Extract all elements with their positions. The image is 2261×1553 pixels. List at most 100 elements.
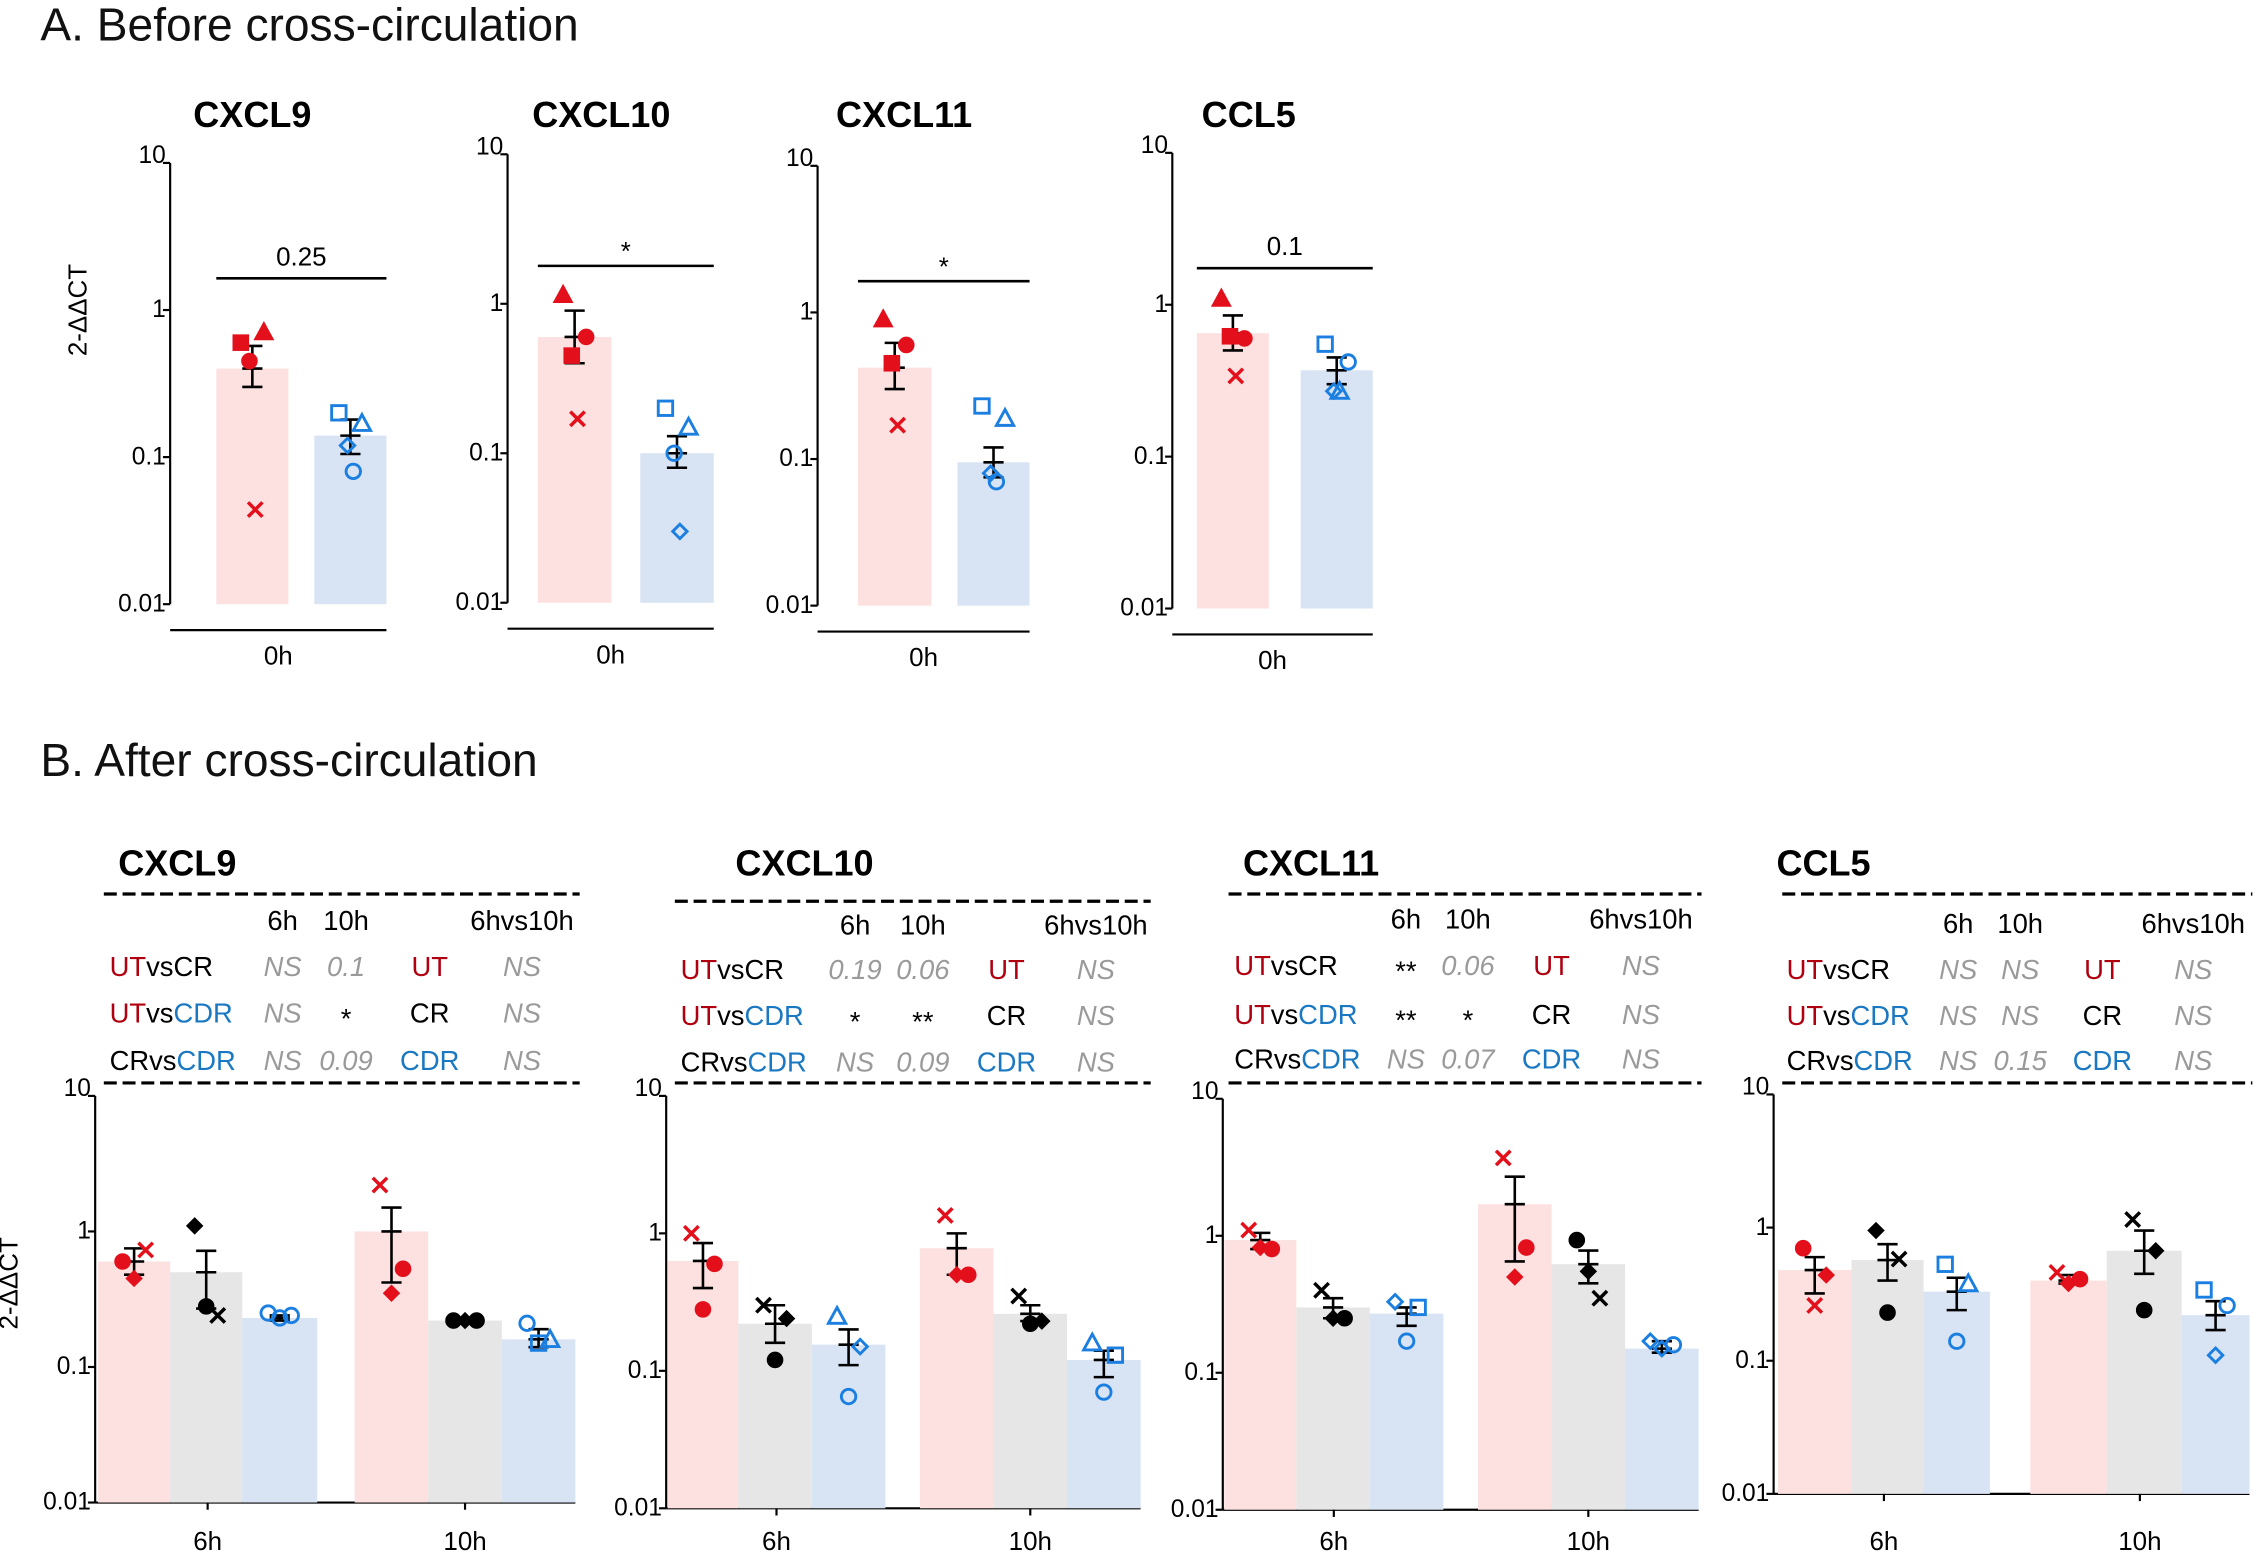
circle-marker (1948, 1332, 1966, 1350)
circle-marker (518, 1314, 536, 1332)
y-tick-label: 1 (1756, 1214, 1770, 1241)
row-label-part: UT (110, 951, 147, 982)
diamond-marker (185, 1217, 204, 1235)
x-marker (371, 1176, 389, 1194)
panel-a-ccl5: CCL5 10 1 0.1 0.01 0.1 0h (1120, 94, 1373, 675)
row-label-part: vs (1271, 950, 1298, 981)
circle-marker (2218, 1296, 2236, 1315)
y-tick-label: 10 (1742, 1073, 1769, 1100)
bar-cdr (314, 435, 387, 605)
triangle-marker (1081, 1331, 1104, 1352)
x-marker (2048, 1264, 2066, 1281)
x-marker (1240, 1221, 1258, 1239)
table-header: 6hvs10h (1589, 904, 1693, 935)
error-bar (1504, 1175, 1525, 1263)
square-marker (1409, 1298, 1427, 1317)
row-label-part: CDR (1850, 1000, 1909, 1031)
row-label-part: CR (1234, 1043, 1274, 1074)
y-tick-label: 0.1 (1735, 1347, 1769, 1374)
x-marker (1890, 1250, 1908, 1268)
x-marker (1313, 1281, 1330, 1299)
y-tick-label: 1 (77, 1218, 91, 1245)
circle-marker (1021, 1315, 1039, 1333)
group-legend: CDR (977, 1046, 1036, 1077)
error-bar (666, 434, 688, 470)
x-tick-label: 10h (1009, 1528, 1052, 1553)
p-value: * (850, 1006, 861, 1037)
group-legend: UT (2084, 954, 2121, 985)
row-label-part: vs (1823, 1000, 1850, 1031)
x-tick-label: 6h (193, 1528, 222, 1553)
triangle-marker (552, 283, 574, 303)
diamond-marker (2206, 1345, 2225, 1365)
triangle-marker (1210, 287, 1232, 307)
p-value-6hvs10h: NS (2174, 1045, 2212, 1076)
row-label-part: CR (681, 1046, 721, 1077)
circle-marker (197, 1298, 215, 1315)
x-label: 0h (264, 643, 293, 671)
x-marker (1494, 1149, 1512, 1167)
section-a-title: A. Before cross-circulation (40, 0, 578, 50)
group-legend: CDR (400, 1045, 459, 1076)
table-header: 6hvs10h (2141, 908, 2245, 939)
square-marker (1106, 1346, 1125, 1364)
group-legend: CDR (1522, 1043, 1581, 1074)
circle-marker (114, 1253, 131, 1270)
diamond-marker (1385, 1292, 1405, 1311)
x-label: 0h (909, 644, 938, 672)
row-label-part: UT (1787, 954, 1824, 985)
circle-marker (897, 336, 915, 354)
row-label: UTvsCR (681, 954, 784, 985)
p-value-6hvs10h: NS (1622, 1043, 1660, 1074)
bar-cdr (501, 1339, 576, 1503)
charts: CXCL9 10 1 0.1 0.01 2-ΔΔCT 0.25 0h CXCL10 10 1 0.1 0… (0, 94, 2253, 1553)
p-value-6hvs10h: NS (1077, 954, 1115, 985)
circle-marker (1879, 1304, 1896, 1321)
circle-marker (694, 1301, 712, 1318)
diamond-marker (670, 522, 690, 541)
table-header: 6h (267, 905, 297, 936)
row-label: UTvsCR (110, 951, 213, 982)
circle-marker (344, 462, 362, 481)
y-tick-label: 10 (635, 1075, 662, 1102)
y-tick-label: 0.1 (469, 439, 503, 466)
diamond-marker (125, 1269, 143, 1288)
square-marker (529, 1334, 548, 1352)
diamond-marker (948, 1266, 966, 1284)
error-bar (1877, 1242, 1898, 1282)
y-tick-label: 0.01 (614, 1495, 662, 1522)
bar-cdr (957, 462, 1030, 606)
circle-marker (1518, 1239, 1535, 1256)
p-value: 0.1 (327, 951, 365, 982)
square-marker (563, 347, 581, 364)
row-label: UTvsCDR (1234, 999, 1357, 1030)
diamond-marker (1251, 1238, 1270, 1257)
p-value-6hvs10h: NS (1077, 1046, 1115, 1077)
group-legend: CR (410, 997, 450, 1028)
bar-cdr (1625, 1348, 1699, 1510)
triangle-marker (253, 320, 275, 341)
panel-title: CXCL11 (836, 94, 972, 135)
panel-a-cxcl10: CXCL10 10 1 0.1 0.01 * 0h (456, 94, 714, 669)
square-marker (330, 404, 348, 422)
square-marker (1936, 1255, 1954, 1273)
row-label-part: CR (173, 951, 213, 982)
x-marker (755, 1296, 772, 1314)
x-tick-label: 10h (1567, 1528, 1610, 1553)
x-marker (1010, 1287, 1028, 1305)
x-label: 0h (1258, 647, 1287, 675)
bar-ut (857, 367, 932, 606)
triangle-marker (1957, 1271, 1980, 1293)
diamond-marker (456, 1311, 474, 1330)
bar-cr (2106, 1250, 2182, 1494)
p-value: NS (1939, 1000, 1977, 1031)
panel-title: CCL5 (1777, 842, 1871, 883)
row-label: CRvsCDR (681, 1046, 807, 1077)
diamond-marker (382, 1284, 401, 1302)
row-label-part: CDR (177, 1045, 236, 1076)
diamond-marker (1817, 1266, 1835, 1284)
diamond-marker (2146, 1242, 2165, 1260)
